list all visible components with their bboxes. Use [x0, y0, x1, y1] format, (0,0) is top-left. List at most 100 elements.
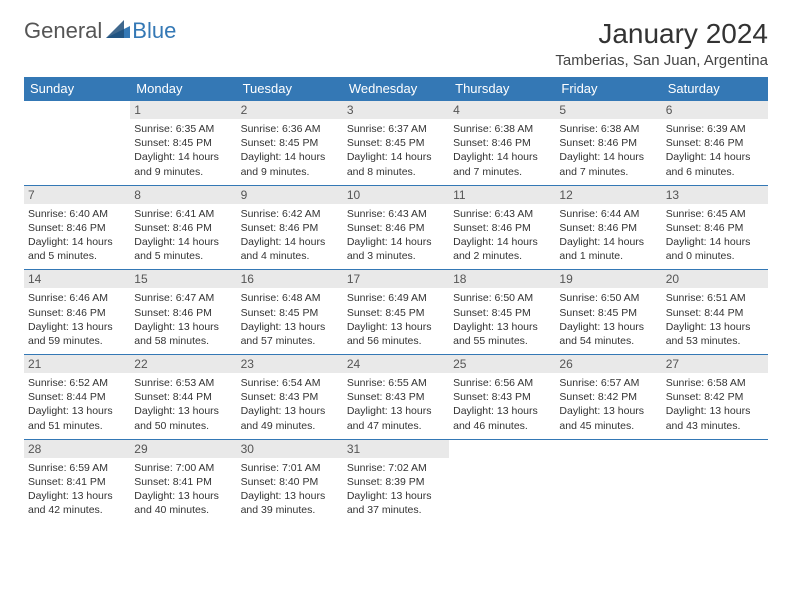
day-number: 21: [24, 355, 130, 374]
daylight-text: Daylight: 14 hours and 7 minutes.: [453, 150, 551, 178]
day-cell: [24, 119, 130, 185]
day-number: 31: [343, 439, 449, 458]
sunset-text: Sunset: 8:46 PM: [453, 221, 551, 235]
daylight-text: Daylight: 13 hours and 37 minutes.: [347, 489, 445, 517]
daylight-text: Daylight: 13 hours and 54 minutes.: [559, 320, 657, 348]
weekday-row: Sunday Monday Tuesday Wednesday Thursday…: [24, 77, 768, 101]
sunrise-text: Sunrise: 6:50 AM: [559, 291, 657, 305]
day-cell: Sunrise: 6:48 AMSunset: 8:45 PMDaylight:…: [237, 288, 343, 354]
sunset-text: Sunset: 8:45 PM: [134, 136, 232, 150]
sunrise-text: Sunrise: 6:47 AM: [134, 291, 232, 305]
day-number: 13: [662, 185, 768, 204]
day-cell: Sunrise: 7:01 AMSunset: 8:40 PMDaylight:…: [237, 458, 343, 524]
sunrise-text: Sunrise: 6:50 AM: [453, 291, 551, 305]
sunrise-text: Sunrise: 6:57 AM: [559, 376, 657, 390]
day-number: 23: [237, 355, 343, 374]
day-cell: Sunrise: 6:38 AMSunset: 8:46 PMDaylight:…: [555, 119, 661, 185]
day-cell: Sunrise: 6:43 AMSunset: 8:46 PMDaylight:…: [343, 204, 449, 270]
daylight-text: Daylight: 14 hours and 5 minutes.: [134, 235, 232, 263]
day-number: 28: [24, 439, 130, 458]
day-cell: Sunrise: 6:57 AMSunset: 8:42 PMDaylight:…: [555, 373, 661, 439]
day-cell: Sunrise: 6:50 AMSunset: 8:45 PMDaylight:…: [449, 288, 555, 354]
page-title: January 2024: [555, 18, 768, 50]
day-number: 20: [662, 270, 768, 289]
sunset-text: Sunset: 8:45 PM: [241, 136, 339, 150]
sunrise-text: Sunrise: 6:44 AM: [559, 207, 657, 221]
sunset-text: Sunset: 8:46 PM: [134, 221, 232, 235]
day-number: [449, 439, 555, 458]
sunset-text: Sunset: 8:45 PM: [347, 306, 445, 320]
daylight-text: Daylight: 14 hours and 6 minutes.: [666, 150, 764, 178]
day-number: 9: [237, 185, 343, 204]
content-row: Sunrise: 6:40 AMSunset: 8:46 PMDaylight:…: [24, 204, 768, 270]
sunset-text: Sunset: 8:41 PM: [28, 475, 126, 489]
daylight-text: Daylight: 14 hours and 9 minutes.: [241, 150, 339, 178]
daylight-text: Daylight: 14 hours and 1 minute.: [559, 235, 657, 263]
sunrise-text: Sunrise: 6:45 AM: [666, 207, 764, 221]
weekday-header: Thursday: [449, 77, 555, 101]
day-cell: Sunrise: 6:52 AMSunset: 8:44 PMDaylight:…: [24, 373, 130, 439]
day-number: 8: [130, 185, 236, 204]
daylight-text: Daylight: 13 hours and 56 minutes.: [347, 320, 445, 348]
sunrise-text: Sunrise: 6:40 AM: [28, 207, 126, 221]
logo-icon: [106, 20, 130, 43]
location-label: Tamberias, San Juan, Argentina: [555, 52, 768, 69]
weekday-header: Wednesday: [343, 77, 449, 101]
day-cell: Sunrise: 6:49 AMSunset: 8:45 PMDaylight:…: [343, 288, 449, 354]
sunset-text: Sunset: 8:46 PM: [666, 221, 764, 235]
daylight-text: Daylight: 14 hours and 9 minutes.: [134, 150, 232, 178]
day-number: [662, 439, 768, 458]
day-number: 10: [343, 185, 449, 204]
title-block: January 2024 Tamberias, San Juan, Argent…: [555, 18, 768, 69]
day-cell: Sunrise: 6:35 AMSunset: 8:45 PMDaylight:…: [130, 119, 236, 185]
day-number: 7: [24, 185, 130, 204]
day-cell: Sunrise: 6:45 AMSunset: 8:46 PMDaylight:…: [662, 204, 768, 270]
sunrise-text: Sunrise: 6:51 AM: [666, 291, 764, 305]
day-cell: Sunrise: 6:43 AMSunset: 8:46 PMDaylight:…: [449, 204, 555, 270]
weekday-header: Tuesday: [237, 77, 343, 101]
sunset-text: Sunset: 8:46 PM: [241, 221, 339, 235]
sunset-text: Sunset: 8:42 PM: [666, 390, 764, 404]
sunrise-text: Sunrise: 6:55 AM: [347, 376, 445, 390]
sunset-text: Sunset: 8:45 PM: [347, 136, 445, 150]
sunrise-text: Sunrise: 6:38 AM: [453, 122, 551, 136]
content-row: Sunrise: 6:59 AMSunset: 8:41 PMDaylight:…: [24, 458, 768, 524]
sunset-text: Sunset: 8:46 PM: [134, 306, 232, 320]
day-number: 29: [130, 439, 236, 458]
sunrise-text: Sunrise: 6:48 AM: [241, 291, 339, 305]
calendar-body: 123456Sunrise: 6:35 AMSunset: 8:45 PMDay…: [24, 101, 768, 524]
day-cell: Sunrise: 6:46 AMSunset: 8:46 PMDaylight:…: [24, 288, 130, 354]
calendar-page: General Blue January 2024 Tamberias, San…: [0, 0, 792, 541]
sunrise-text: Sunrise: 7:01 AM: [241, 461, 339, 475]
sunrise-text: Sunrise: 6:56 AM: [453, 376, 551, 390]
sunset-text: Sunset: 8:44 PM: [28, 390, 126, 404]
content-row: Sunrise: 6:52 AMSunset: 8:44 PMDaylight:…: [24, 373, 768, 439]
day-number: 6: [662, 101, 768, 120]
daynum-row: 28293031: [24, 439, 768, 458]
daynum-row: 14151617181920: [24, 270, 768, 289]
day-cell: Sunrise: 6:54 AMSunset: 8:43 PMDaylight:…: [237, 373, 343, 439]
day-cell: Sunrise: 6:36 AMSunset: 8:45 PMDaylight:…: [237, 119, 343, 185]
day-cell: Sunrise: 6:50 AMSunset: 8:45 PMDaylight:…: [555, 288, 661, 354]
calendar-table: Sunday Monday Tuesday Wednesday Thursday…: [24, 77, 768, 523]
logo-text-general: General: [24, 18, 102, 44]
day-cell: Sunrise: 6:47 AMSunset: 8:46 PMDaylight:…: [130, 288, 236, 354]
sunset-text: Sunset: 8:46 PM: [28, 221, 126, 235]
day-cell: Sunrise: 6:40 AMSunset: 8:46 PMDaylight:…: [24, 204, 130, 270]
day-cell: Sunrise: 7:02 AMSunset: 8:39 PMDaylight:…: [343, 458, 449, 524]
sunrise-text: Sunrise: 6:38 AM: [559, 122, 657, 136]
sunrise-text: Sunrise: 6:35 AM: [134, 122, 232, 136]
sunset-text: Sunset: 8:42 PM: [559, 390, 657, 404]
weekday-header: Friday: [555, 77, 661, 101]
day-cell: Sunrise: 6:42 AMSunset: 8:46 PMDaylight:…: [237, 204, 343, 270]
daylight-text: Daylight: 14 hours and 3 minutes.: [347, 235, 445, 263]
daylight-text: Daylight: 14 hours and 0 minutes.: [666, 235, 764, 263]
day-number: [24, 101, 130, 120]
sunset-text: Sunset: 8:44 PM: [134, 390, 232, 404]
daylight-text: Daylight: 13 hours and 47 minutes.: [347, 404, 445, 432]
day-number: 27: [662, 355, 768, 374]
daylight-text: Daylight: 14 hours and 4 minutes.: [241, 235, 339, 263]
day-number: [555, 439, 661, 458]
daylight-text: Daylight: 13 hours and 46 minutes.: [453, 404, 551, 432]
day-cell: Sunrise: 6:58 AMSunset: 8:42 PMDaylight:…: [662, 373, 768, 439]
